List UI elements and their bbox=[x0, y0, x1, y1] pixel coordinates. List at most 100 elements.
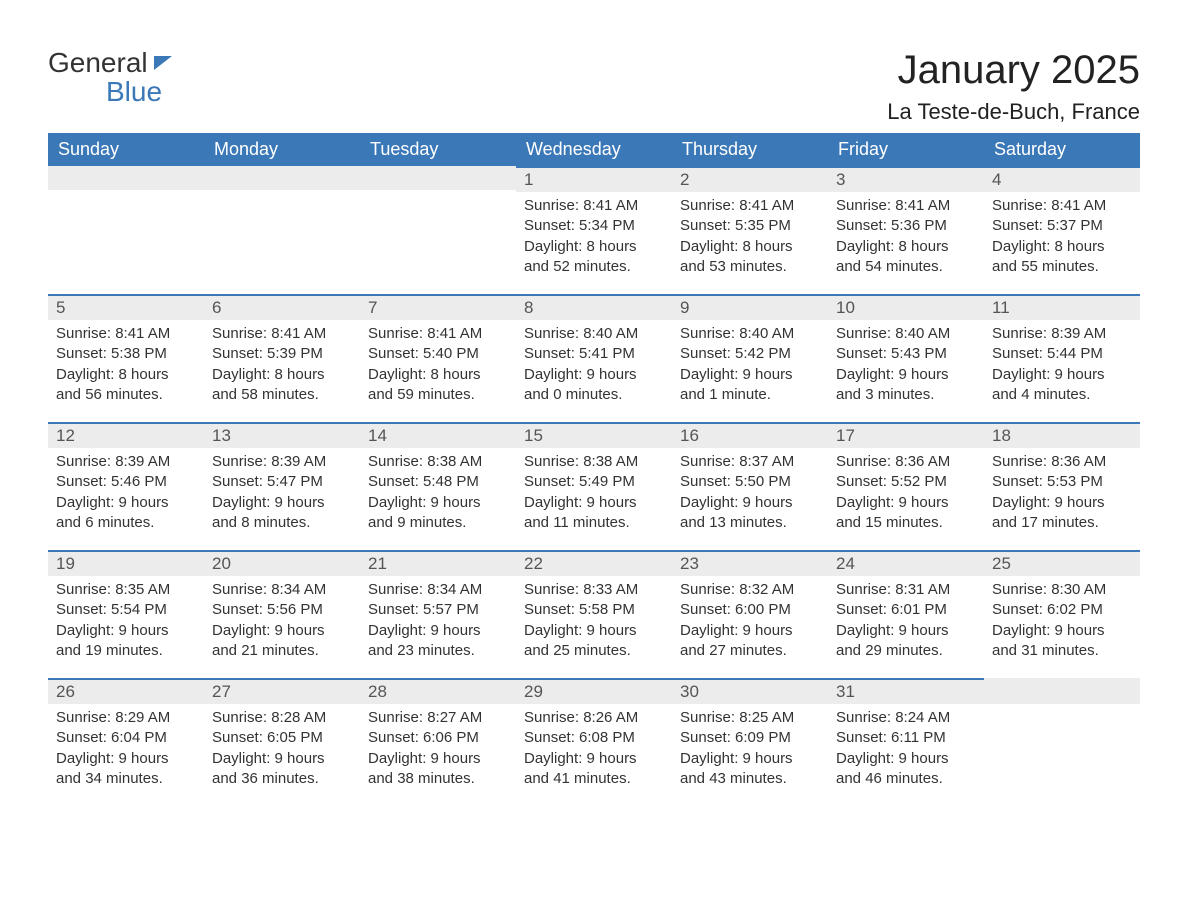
day-number-bar: 18 bbox=[984, 422, 1140, 448]
sunrise-line: Sunrise: 8:36 AM bbox=[836, 452, 976, 472]
daylight-line: Daylight: 9 hours and 36 minutes. bbox=[212, 749, 352, 790]
calendar-cell: 24Sunrise: 8:31 AMSunset: 6:01 PMDayligh… bbox=[828, 550, 984, 678]
sunrise-line: Sunrise: 8:41 AM bbox=[212, 324, 352, 344]
sunset-line: Sunset: 5:54 PM bbox=[56, 600, 196, 620]
daylight-line: Daylight: 8 hours and 59 minutes. bbox=[368, 365, 508, 406]
sunrise-line: Sunrise: 8:33 AM bbox=[524, 580, 664, 600]
sunset-line: Sunset: 6:09 PM bbox=[680, 728, 820, 748]
sunset-line: Sunset: 6:02 PM bbox=[992, 600, 1132, 620]
day-number-bar: 6 bbox=[204, 294, 360, 320]
calendar-cell: 22Sunrise: 8:33 AMSunset: 5:58 PMDayligh… bbox=[516, 550, 672, 678]
day-number-bar bbox=[204, 166, 360, 190]
sunset-line: Sunset: 5:38 PM bbox=[56, 344, 196, 364]
daylight-line: Daylight: 9 hours and 0 minutes. bbox=[524, 365, 664, 406]
sunset-line: Sunset: 5:58 PM bbox=[524, 600, 664, 620]
calendar-body: 1Sunrise: 8:41 AMSunset: 5:34 PMDaylight… bbox=[48, 166, 1140, 806]
day-number-bar bbox=[360, 166, 516, 190]
sunset-line: Sunset: 5:50 PM bbox=[680, 472, 820, 492]
day-content: Sunrise: 8:41 AMSunset: 5:36 PMDaylight:… bbox=[828, 192, 984, 289]
day-content: Sunrise: 8:30 AMSunset: 6:02 PMDaylight:… bbox=[984, 576, 1140, 673]
day-content: Sunrise: 8:38 AMSunset: 5:48 PMDaylight:… bbox=[360, 448, 516, 545]
day-number-bar: 31 bbox=[828, 678, 984, 704]
day-content: Sunrise: 8:39 AMSunset: 5:46 PMDaylight:… bbox=[48, 448, 204, 545]
calendar-cell: 14Sunrise: 8:38 AMSunset: 5:48 PMDayligh… bbox=[360, 422, 516, 550]
day-number-bar: 30 bbox=[672, 678, 828, 704]
calendar-cell: 29Sunrise: 8:26 AMSunset: 6:08 PMDayligh… bbox=[516, 678, 672, 806]
weekday-header: Friday bbox=[828, 133, 984, 166]
daylight-line: Daylight: 9 hours and 29 minutes. bbox=[836, 621, 976, 662]
calendar-cell: 25Sunrise: 8:30 AMSunset: 6:02 PMDayligh… bbox=[984, 550, 1140, 678]
sunset-line: Sunset: 5:48 PM bbox=[368, 472, 508, 492]
day-content: Sunrise: 8:39 AMSunset: 5:47 PMDaylight:… bbox=[204, 448, 360, 545]
day-content: Sunrise: 8:40 AMSunset: 5:41 PMDaylight:… bbox=[516, 320, 672, 417]
day-number-bar: 21 bbox=[360, 550, 516, 576]
location: La Teste-de-Buch, France bbox=[887, 99, 1140, 125]
calendar-cell: 4Sunrise: 8:41 AMSunset: 5:37 PMDaylight… bbox=[984, 166, 1140, 294]
day-number-bar: 24 bbox=[828, 550, 984, 576]
daylight-line: Daylight: 8 hours and 55 minutes. bbox=[992, 237, 1132, 278]
sunrise-line: Sunrise: 8:29 AM bbox=[56, 708, 196, 728]
sunset-line: Sunset: 5:40 PM bbox=[368, 344, 508, 364]
sunrise-line: Sunrise: 8:27 AM bbox=[368, 708, 508, 728]
day-content: Sunrise: 8:36 AMSunset: 5:52 PMDaylight:… bbox=[828, 448, 984, 545]
calendar-cell: 27Sunrise: 8:28 AMSunset: 6:05 PMDayligh… bbox=[204, 678, 360, 806]
sunrise-line: Sunrise: 8:41 AM bbox=[368, 324, 508, 344]
day-number-bar bbox=[48, 166, 204, 190]
day-content: Sunrise: 8:41 AMSunset: 5:37 PMDaylight:… bbox=[984, 192, 1140, 289]
sunrise-line: Sunrise: 8:41 AM bbox=[680, 196, 820, 216]
calendar-cell: 28Sunrise: 8:27 AMSunset: 6:06 PMDayligh… bbox=[360, 678, 516, 806]
calendar-table: SundayMondayTuesdayWednesdayThursdayFrid… bbox=[48, 133, 1140, 806]
weekday-header: Wednesday bbox=[516, 133, 672, 166]
daylight-line: Daylight: 8 hours and 58 minutes. bbox=[212, 365, 352, 406]
sunset-line: Sunset: 5:43 PM bbox=[836, 344, 976, 364]
daylight-line: Daylight: 9 hours and 3 minutes. bbox=[836, 365, 976, 406]
day-number-bar: 5 bbox=[48, 294, 204, 320]
daylight-line: Daylight: 9 hours and 6 minutes. bbox=[56, 493, 196, 534]
day-number-bar: 3 bbox=[828, 166, 984, 192]
day-content: Sunrise: 8:34 AMSunset: 5:57 PMDaylight:… bbox=[360, 576, 516, 673]
daylight-line: Daylight: 9 hours and 21 minutes. bbox=[212, 621, 352, 662]
calendar-cell: 6Sunrise: 8:41 AMSunset: 5:39 PMDaylight… bbox=[204, 294, 360, 422]
calendar-cell: 21Sunrise: 8:34 AMSunset: 5:57 PMDayligh… bbox=[360, 550, 516, 678]
calendar-cell: 5Sunrise: 8:41 AMSunset: 5:38 PMDaylight… bbox=[48, 294, 204, 422]
day-content: Sunrise: 8:35 AMSunset: 5:54 PMDaylight:… bbox=[48, 576, 204, 673]
daylight-line: Daylight: 9 hours and 31 minutes. bbox=[992, 621, 1132, 662]
daylight-line: Daylight: 9 hours and 11 minutes. bbox=[524, 493, 664, 534]
day-content: Sunrise: 8:41 AMSunset: 5:39 PMDaylight:… bbox=[204, 320, 360, 417]
day-content: Sunrise: 8:36 AMSunset: 5:53 PMDaylight:… bbox=[984, 448, 1140, 545]
title-block: January 2025 La Teste-de-Buch, France bbox=[887, 48, 1140, 125]
weekday-header: Saturday bbox=[984, 133, 1140, 166]
day-content: Sunrise: 8:25 AMSunset: 6:09 PMDaylight:… bbox=[672, 704, 828, 801]
day-number-bar: 8 bbox=[516, 294, 672, 320]
sunset-line: Sunset: 5:56 PM bbox=[212, 600, 352, 620]
weekday-header: Sunday bbox=[48, 133, 204, 166]
sunset-line: Sunset: 5:35 PM bbox=[680, 216, 820, 236]
day-content: Sunrise: 8:37 AMSunset: 5:50 PMDaylight:… bbox=[672, 448, 828, 545]
calendar-cell: 9Sunrise: 8:40 AMSunset: 5:42 PMDaylight… bbox=[672, 294, 828, 422]
sunrise-line: Sunrise: 8:41 AM bbox=[56, 324, 196, 344]
day-number-bar: 11 bbox=[984, 294, 1140, 320]
sunset-line: Sunset: 6:06 PM bbox=[368, 728, 508, 748]
month-title: January 2025 bbox=[887, 48, 1140, 93]
sunrise-line: Sunrise: 8:39 AM bbox=[212, 452, 352, 472]
calendar-cell bbox=[204, 166, 360, 294]
header: General Blue January 2025 La Teste-de-Bu… bbox=[48, 48, 1140, 125]
day-content: Sunrise: 8:41 AMSunset: 5:34 PMDaylight:… bbox=[516, 192, 672, 289]
day-content: Sunrise: 8:41 AMSunset: 5:35 PMDaylight:… bbox=[672, 192, 828, 289]
sunset-line: Sunset: 6:00 PM bbox=[680, 600, 820, 620]
daylight-line: Daylight: 9 hours and 46 minutes. bbox=[836, 749, 976, 790]
weekday-header: Tuesday bbox=[360, 133, 516, 166]
calendar-cell bbox=[984, 678, 1140, 806]
sunset-line: Sunset: 5:46 PM bbox=[56, 472, 196, 492]
day-number-bar bbox=[984, 678, 1140, 704]
day-content: Sunrise: 8:40 AMSunset: 5:43 PMDaylight:… bbox=[828, 320, 984, 417]
day-content: Sunrise: 8:38 AMSunset: 5:49 PMDaylight:… bbox=[516, 448, 672, 545]
sunset-line: Sunset: 5:44 PM bbox=[992, 344, 1132, 364]
daylight-line: Daylight: 9 hours and 19 minutes. bbox=[56, 621, 196, 662]
day-content: Sunrise: 8:26 AMSunset: 6:08 PMDaylight:… bbox=[516, 704, 672, 801]
sunrise-line: Sunrise: 8:38 AM bbox=[524, 452, 664, 472]
sunrise-line: Sunrise: 8:35 AM bbox=[56, 580, 196, 600]
sunrise-line: Sunrise: 8:26 AM bbox=[524, 708, 664, 728]
calendar-cell bbox=[48, 166, 204, 294]
daylight-line: Daylight: 8 hours and 53 minutes. bbox=[680, 237, 820, 278]
